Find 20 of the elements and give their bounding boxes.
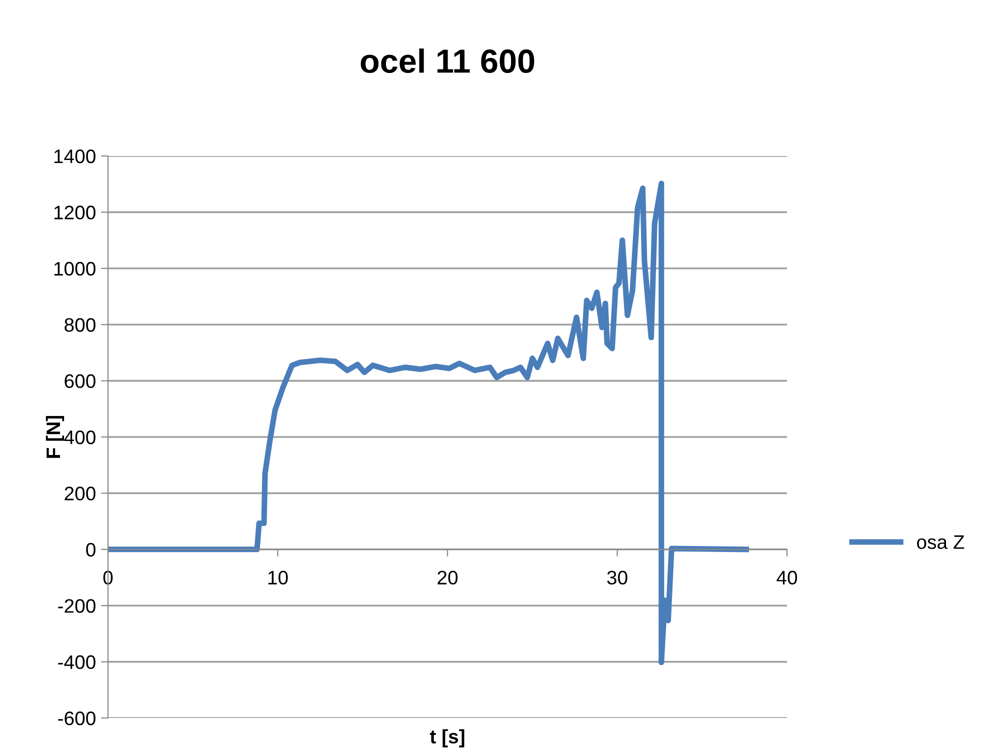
- y-axis-title: F [N]: [46, 416, 64, 458]
- chart-title: ocel 11 600: [360, 48, 534, 73]
- x-tick-label: 40: [776, 570, 798, 585]
- x-tick-label: 10: [268, 570, 288, 585]
- x-tick-label: 20: [438, 570, 458, 585]
- y-tick-label: -600: [58, 711, 96, 726]
- y-tick-label: 400: [64, 430, 96, 444]
- legend-label: osa Z: [917, 535, 964, 549]
- y-tick-label: 1400: [54, 149, 96, 164]
- y-tick-label: 800: [64, 318, 96, 332]
- x-tick-label: 30: [607, 570, 628, 585]
- y-tick-label: 200: [64, 486, 96, 500]
- x-axis-title: t [s]: [430, 729, 464, 748]
- y-tick-label: 1000: [54, 262, 96, 276]
- y-tick-label: 600: [64, 374, 96, 388]
- x-tick-label: 0: [103, 570, 113, 585]
- y-tick-label: 0: [86, 542, 96, 557]
- y-tick-label: -200: [58, 599, 96, 613]
- y-tick-label: 1200: [54, 206, 96, 220]
- y-tick-label: -400: [58, 655, 96, 670]
